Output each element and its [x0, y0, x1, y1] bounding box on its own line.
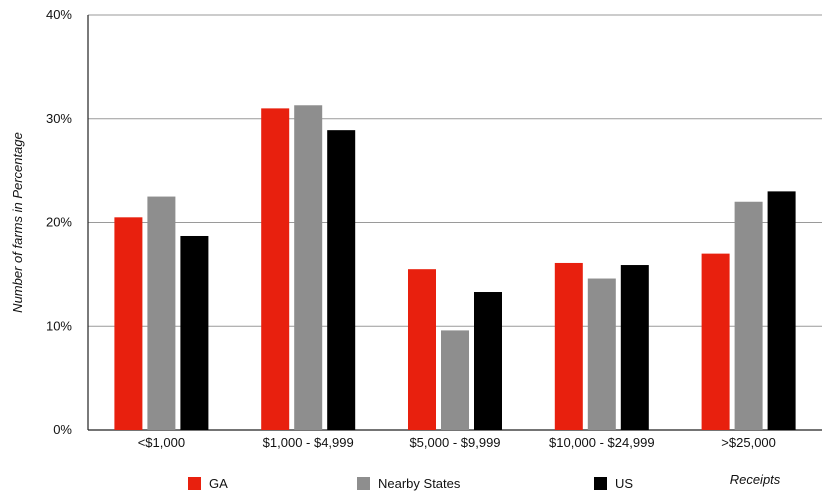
legend-item-nearby-states: Nearby States: [357, 476, 460, 491]
bar-us: [620, 265, 649, 430]
x-axis-title: Receipts: [730, 472, 781, 487]
legend-swatch-us: [594, 477, 607, 490]
bar-us: [474, 292, 502, 430]
legend-label-ga: GA: [209, 476, 228, 491]
x-axis-ticks: <$1,000 $1,000 - $4,999 $5,000 - $9,999 $10…: [138, 435, 776, 450]
bar-nearby-states: [734, 201, 763, 430]
bar-ga: [554, 262, 583, 430]
bar-nearby-states: [147, 196, 176, 430]
x-tick-label: <$1,000: [138, 435, 185, 450]
legend-swatch-ga: [188, 477, 201, 490]
y-tick-label: 0%: [53, 422, 72, 437]
bars: [114, 105, 796, 430]
bar-us: [767, 191, 796, 430]
y-tick-label: 10%: [46, 318, 72, 333]
bar-nearby-states: [587, 278, 616, 430]
legend-label-us: US: [615, 476, 634, 491]
bar-ga: [408, 269, 436, 430]
y-tick-label: 30%: [46, 111, 72, 126]
bar-ga: [114, 217, 143, 430]
x-tick-label: >$25,000: [721, 435, 776, 450]
y-axis-ticks: 0% 10% 20% 30% 40%: [46, 7, 72, 437]
legend-item-ga: GA: [188, 476, 228, 491]
bar-nearby-states: [294, 105, 323, 430]
y-axis-title: Number of farms in Percentage: [10, 132, 25, 313]
bar-nearby-states: [441, 330, 469, 430]
y-tick-label: 20%: [46, 215, 72, 230]
x-tick-label: $10,000 - $24,999: [549, 435, 655, 450]
legend: GA Nearby States US: [0, 476, 827, 492]
y-tick-label: 40%: [46, 7, 72, 22]
bar-us: [327, 130, 356, 430]
x-tick-label: $1,000 - $4,999: [263, 435, 354, 450]
x-tick-label: $5,000 - $9,999: [409, 435, 500, 450]
bar-ga: [701, 253, 730, 430]
legend-label-nearby-states: Nearby States: [378, 476, 461, 491]
legend-swatch-nearby-states: [357, 477, 370, 490]
bar-ga: [261, 108, 290, 430]
legend-item-us: US: [594, 476, 633, 491]
bar-us: [180, 235, 209, 430]
